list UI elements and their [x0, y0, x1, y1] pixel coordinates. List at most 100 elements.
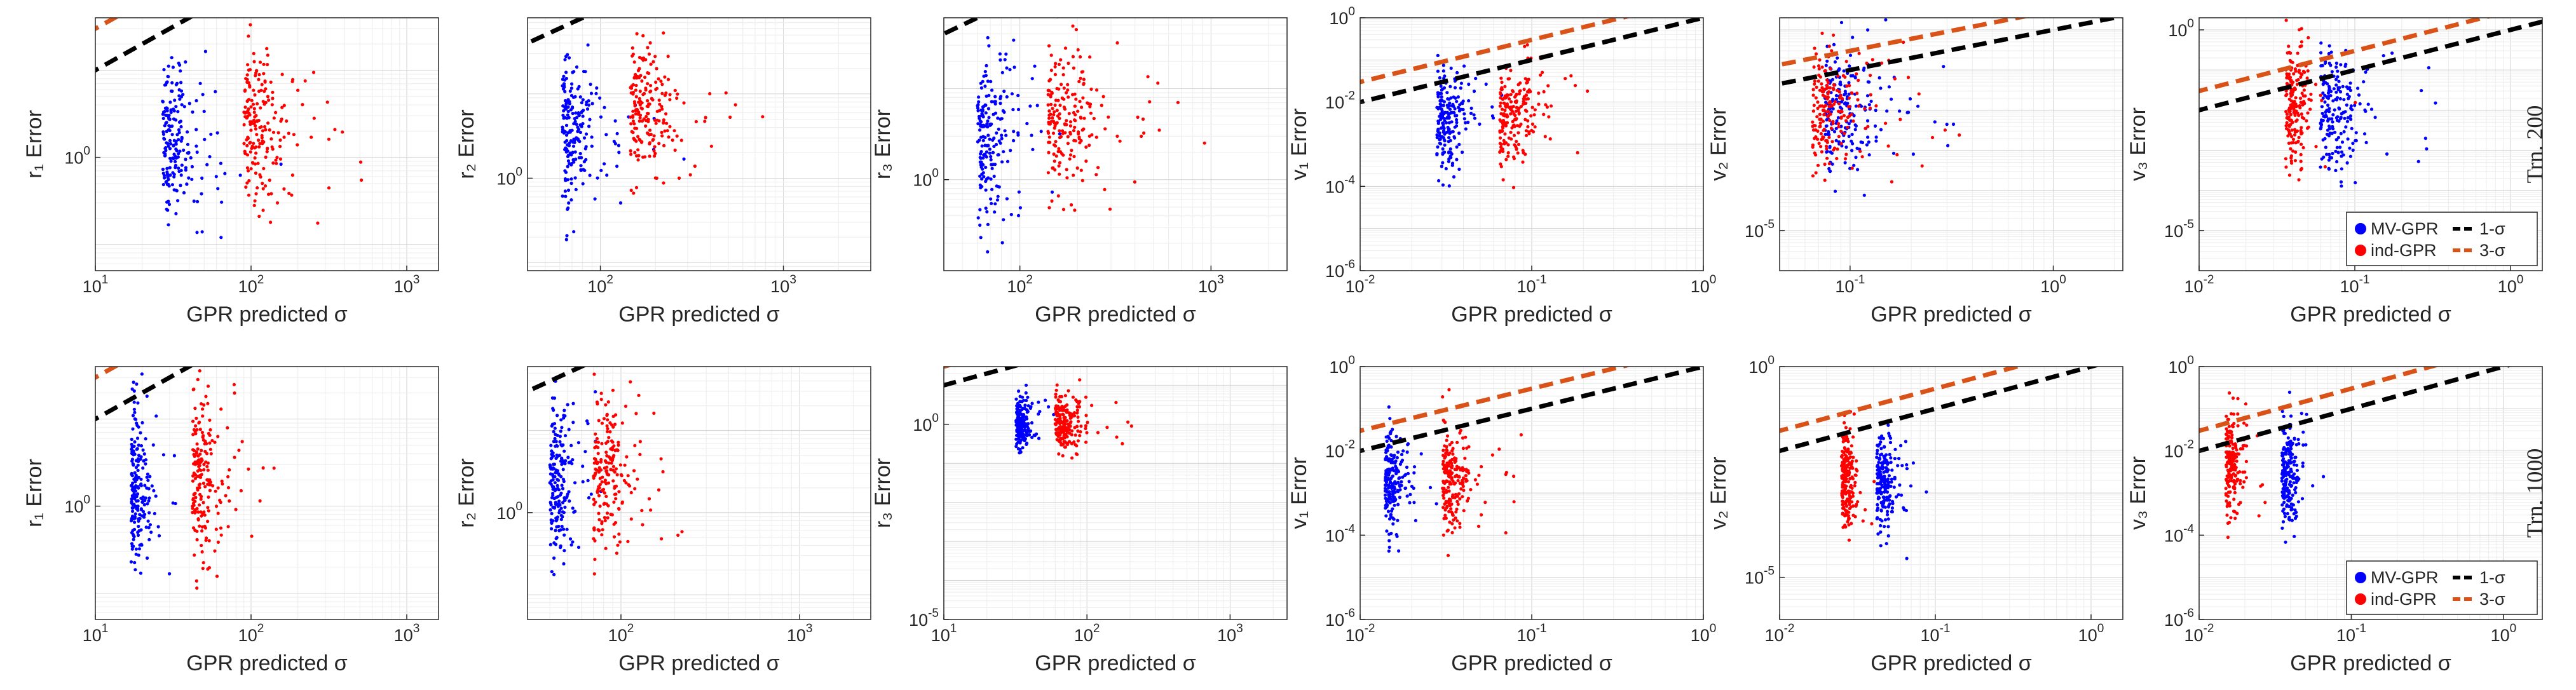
- data-point: [1455, 118, 1459, 122]
- data-point: [1092, 116, 1096, 121]
- data-point: [1445, 438, 1448, 442]
- sigma-lines: [1360, 18, 1703, 105]
- data-point: [596, 176, 599, 180]
- data-point: [1851, 142, 1855, 145]
- data-point: [1441, 463, 1445, 466]
- data-point: [585, 107, 590, 111]
- data-point: [631, 119, 636, 123]
- sigma-line-1: [944, 367, 1021, 388]
- data-point: [604, 133, 608, 137]
- data-point: [1483, 501, 1487, 504]
- data-point: [1885, 490, 1890, 494]
- data-point: [1848, 84, 1851, 88]
- data-point: [549, 465, 552, 470]
- data-point: [672, 129, 676, 133]
- data-point: [252, 111, 256, 114]
- data-point: [200, 529, 204, 533]
- data-point: [996, 116, 1000, 120]
- data-point: [1832, 83, 1836, 87]
- data-point: [1907, 111, 1911, 114]
- data-point: [147, 511, 151, 515]
- data-point: [1079, 424, 1083, 428]
- data-point: [552, 463, 557, 466]
- data-point: [632, 122, 636, 126]
- data-point: [2366, 102, 2370, 106]
- data-point: [140, 421, 144, 425]
- data-point: [992, 100, 996, 104]
- data-point: [1850, 91, 1854, 95]
- data-point: [1459, 468, 1462, 472]
- data-point: [659, 79, 663, 83]
- data-point: [310, 135, 313, 139]
- data-point: [578, 130, 583, 134]
- data-point: [1865, 61, 1869, 65]
- data-point: [2338, 90, 2343, 94]
- data-point: [652, 134, 656, 138]
- data-point: [646, 131, 650, 135]
- data-point: [1874, 104, 1878, 108]
- data-point: [580, 125, 583, 128]
- data-point: [637, 119, 641, 123]
- data-point: [1823, 104, 1827, 107]
- data-point: [1821, 119, 1825, 123]
- data-point: [1012, 65, 1016, 69]
- data-point: [1458, 525, 1462, 529]
- data-point: [1843, 90, 1847, 93]
- data-point: [998, 58, 1002, 62]
- data-point: [1510, 109, 1515, 113]
- data-point: [1461, 436, 1465, 440]
- data-point: [1812, 65, 1816, 69]
- data-point: [1461, 102, 1464, 105]
- data-point: [1449, 130, 1453, 134]
- data-point: [564, 496, 568, 499]
- data-point: [611, 468, 615, 472]
- data-point: [2302, 88, 2306, 92]
- data-point: [172, 144, 175, 148]
- data-point: [992, 112, 995, 116]
- y-tick-label: 10-2: [1325, 438, 1355, 461]
- data-point: [616, 543, 620, 547]
- data-point: [1829, 112, 1832, 116]
- data-point: [136, 533, 140, 538]
- data-point: [1467, 445, 1471, 449]
- data-point: [761, 115, 765, 119]
- data-point: [133, 440, 137, 444]
- data-point: [555, 536, 559, 539]
- data-point: [668, 93, 672, 97]
- data-point: [1050, 90, 1054, 94]
- data-point: [245, 78, 249, 81]
- data-point: [617, 144, 621, 147]
- data-point: [1453, 456, 1457, 460]
- data-point: [976, 106, 980, 110]
- data-point: [1462, 489, 1466, 492]
- data-point: [259, 125, 263, 129]
- data-point: [662, 118, 665, 122]
- data-point: [1499, 101, 1503, 105]
- plot-area: [528, 18, 871, 271]
- data-point: [614, 492, 618, 496]
- data-point: [226, 426, 229, 430]
- data-point: [559, 528, 562, 532]
- data-point: [1071, 24, 1075, 28]
- data-point: [1400, 460, 1403, 464]
- data-point: [559, 493, 562, 497]
- data-point: [629, 86, 632, 90]
- data-point: [141, 466, 145, 470]
- data-point: [2327, 134, 2331, 138]
- data-point: [1886, 513, 1890, 517]
- data-point: [139, 455, 143, 459]
- data-point: [671, 139, 674, 142]
- data-point: [1833, 60, 1837, 64]
- data-point: [1072, 129, 1076, 133]
- data-point: [1830, 49, 1834, 53]
- data-point: [564, 238, 568, 241]
- data-point: [163, 176, 167, 180]
- data-point: [192, 428, 196, 431]
- data-point: [1473, 478, 1477, 482]
- data-point: [1827, 162, 1831, 166]
- data-point: [2335, 96, 2340, 100]
- data-point: [1441, 494, 1445, 497]
- data-point: [1821, 135, 1825, 139]
- data-point: [2287, 173, 2291, 177]
- data-point: [589, 91, 594, 95]
